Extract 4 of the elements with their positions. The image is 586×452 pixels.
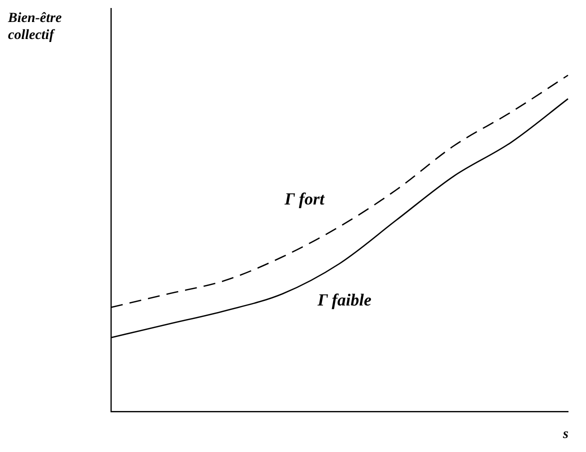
series-label: Γ faible <box>316 290 372 310</box>
y-axis-title: Bien-être collectif <box>8 10 63 44</box>
x-axis-title: s <box>563 426 568 443</box>
series-label: Γ fort <box>284 190 326 209</box>
